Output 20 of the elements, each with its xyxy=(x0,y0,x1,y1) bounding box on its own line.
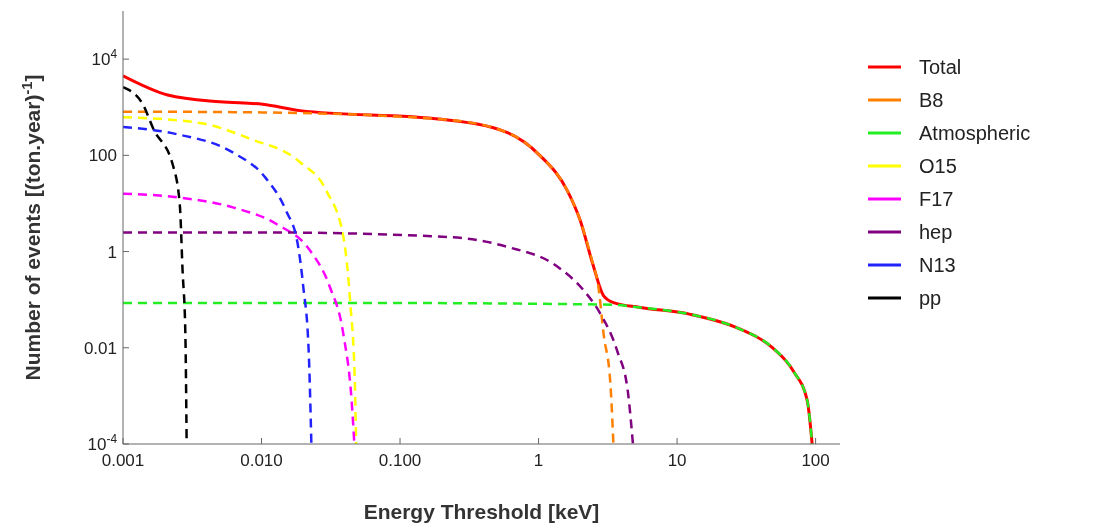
x-tick-label: 0.010 xyxy=(240,451,283,470)
legend-label: Total xyxy=(919,56,962,78)
legend-label: F17 xyxy=(919,188,954,210)
legend-label: N13 xyxy=(919,254,956,276)
legend-label: pp xyxy=(919,287,942,309)
x-tick-label: 1 xyxy=(533,451,544,470)
y-tick-label: 1 xyxy=(107,242,117,262)
legend-label: B8 xyxy=(919,89,944,111)
y-tick-label: 0.01 xyxy=(83,338,117,358)
y-tick-label: 10$^{4}$ xyxy=(91,47,118,70)
y-tick-label: 100 xyxy=(88,146,117,166)
x-tick-label: 10 xyxy=(667,451,687,470)
x-tick-label: 100 xyxy=(801,451,830,470)
legend-label: hep xyxy=(919,221,953,243)
legend-label: Atmospheric xyxy=(919,122,1031,144)
y-tick-label: 10$^{-4}$ xyxy=(87,432,118,454)
legend-label: O15 xyxy=(919,155,957,177)
x-tick-label: 0.001 xyxy=(101,451,145,470)
x-axis-title: Energy Threshold [keV] xyxy=(363,500,600,523)
x-tick-label: 0.100 xyxy=(378,451,422,470)
